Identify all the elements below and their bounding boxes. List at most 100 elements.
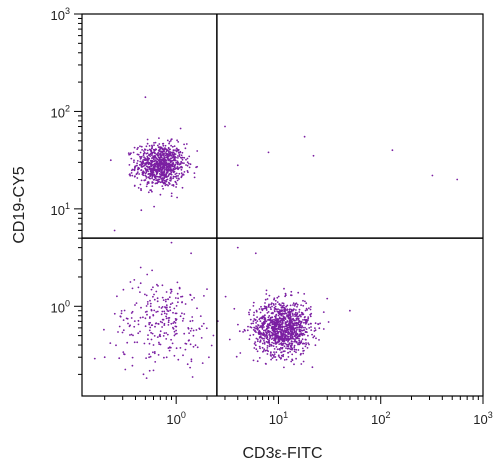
- event-dot: [277, 318, 280, 321]
- event-dot: [152, 351, 154, 354]
- event-dot: [139, 291, 141, 293]
- event-dot: [165, 180, 168, 183]
- event-dot: [291, 353, 294, 356]
- event-dot: [306, 319, 309, 322]
- event-dot: [286, 328, 289, 331]
- event-dot: [259, 320, 262, 322]
- event-dot: [151, 185, 154, 188]
- event-dot: [293, 348, 296, 351]
- event-dot: [184, 147, 187, 150]
- event-dot: [270, 319, 272, 322]
- event-dot: [309, 308, 312, 311]
- event-dot: [236, 164, 239, 167]
- event-dot: [304, 300, 306, 303]
- event-dot: [288, 342, 291, 345]
- event-dot: [268, 343, 271, 346]
- event-dot: [261, 346, 264, 349]
- event-dot: [168, 141, 171, 143]
- event-dot: [190, 327, 193, 330]
- event-dot: [322, 328, 325, 330]
- event-dot: [167, 321, 170, 324]
- event-dot: [174, 322, 177, 324]
- event-dot: [140, 169, 143, 172]
- event-dot: [304, 338, 307, 341]
- event-dot: [162, 187, 165, 190]
- event-dot: [161, 310, 164, 313]
- event-dot: [121, 331, 124, 334]
- event-dot: [167, 319, 170, 322]
- event-dot: [263, 341, 266, 344]
- event-dot: [266, 298, 269, 300]
- event-dot: [286, 347, 289, 350]
- event-dot: [276, 341, 278, 344]
- event-dot: [254, 327, 257, 329]
- event-dot: [263, 343, 266, 345]
- event-dot: [296, 313, 298, 316]
- event-dot: [174, 325, 177, 328]
- event-dot: [273, 310, 276, 313]
- event-dot: [172, 154, 175, 157]
- event-dot: [178, 172, 181, 175]
- event-dot: [289, 311, 291, 314]
- axis-ticks: [74, 13, 484, 404]
- event-dot: [265, 293, 268, 295]
- event-dot: [305, 321, 308, 324]
- event-dot: [280, 344, 283, 346]
- event-dot: [201, 362, 204, 364]
- event-dot: [172, 165, 174, 168]
- event-dot: [284, 327, 286, 330]
- event-dot: [183, 313, 186, 315]
- event-dot: [140, 179, 143, 182]
- event-dot: [255, 325, 257, 327]
- event-dot: [153, 351, 156, 353]
- event-dot: [130, 172, 133, 174]
- event-dot: [175, 147, 178, 150]
- event-dot: [146, 142, 149, 145]
- event-dot: [146, 303, 149, 305]
- event-dot: [159, 181, 162, 184]
- event-dot: [302, 360, 305, 363]
- event-dot: [172, 184, 175, 186]
- event-dot: [172, 169, 174, 172]
- event-dot: [293, 308, 295, 311]
- event-dot: [172, 311, 174, 314]
- event-dot: [145, 171, 148, 174]
- event-dot: [282, 353, 285, 356]
- event-dot: [274, 299, 277, 302]
- event-dot: [304, 319, 307, 322]
- event-dot: [175, 319, 177, 322]
- event-dot: [148, 153, 151, 156]
- event-dot: [136, 160, 139, 162]
- event-dot: [127, 322, 129, 325]
- event-dot: [179, 127, 182, 130]
- event-dot: [256, 320, 259, 322]
- plot-border: [81, 13, 484, 397]
- event-dot: [265, 289, 268, 292]
- event-dot: [260, 305, 262, 308]
- event-dot: [149, 326, 152, 329]
- event-dot: [264, 322, 267, 324]
- event-dot: [170, 241, 173, 244]
- event-dot: [176, 179, 179, 182]
- event-dot: [259, 331, 261, 334]
- event-dot: [318, 339, 320, 341]
- event-dot: [252, 301, 255, 304]
- event-dot: [174, 163, 177, 166]
- event-dot: [307, 334, 309, 337]
- event-dot: [151, 182, 154, 184]
- event-dot: [296, 312, 299, 315]
- event-dot: [307, 317, 310, 320]
- event-dot: [283, 308, 286, 310]
- event-dot: [149, 175, 152, 178]
- event-dot: [303, 329, 305, 331]
- event-dot: [264, 335, 266, 338]
- plot-frame: [81, 13, 484, 397]
- event-dot: [167, 163, 170, 166]
- event-dot: [265, 320, 268, 323]
- event-dot: [294, 327, 297, 330]
- event-dot: [170, 157, 172, 160]
- event-dot: [282, 330, 284, 332]
- event-dot: [267, 316, 270, 319]
- event-dot: [252, 322, 255, 325]
- event-dot: [140, 189, 143, 192]
